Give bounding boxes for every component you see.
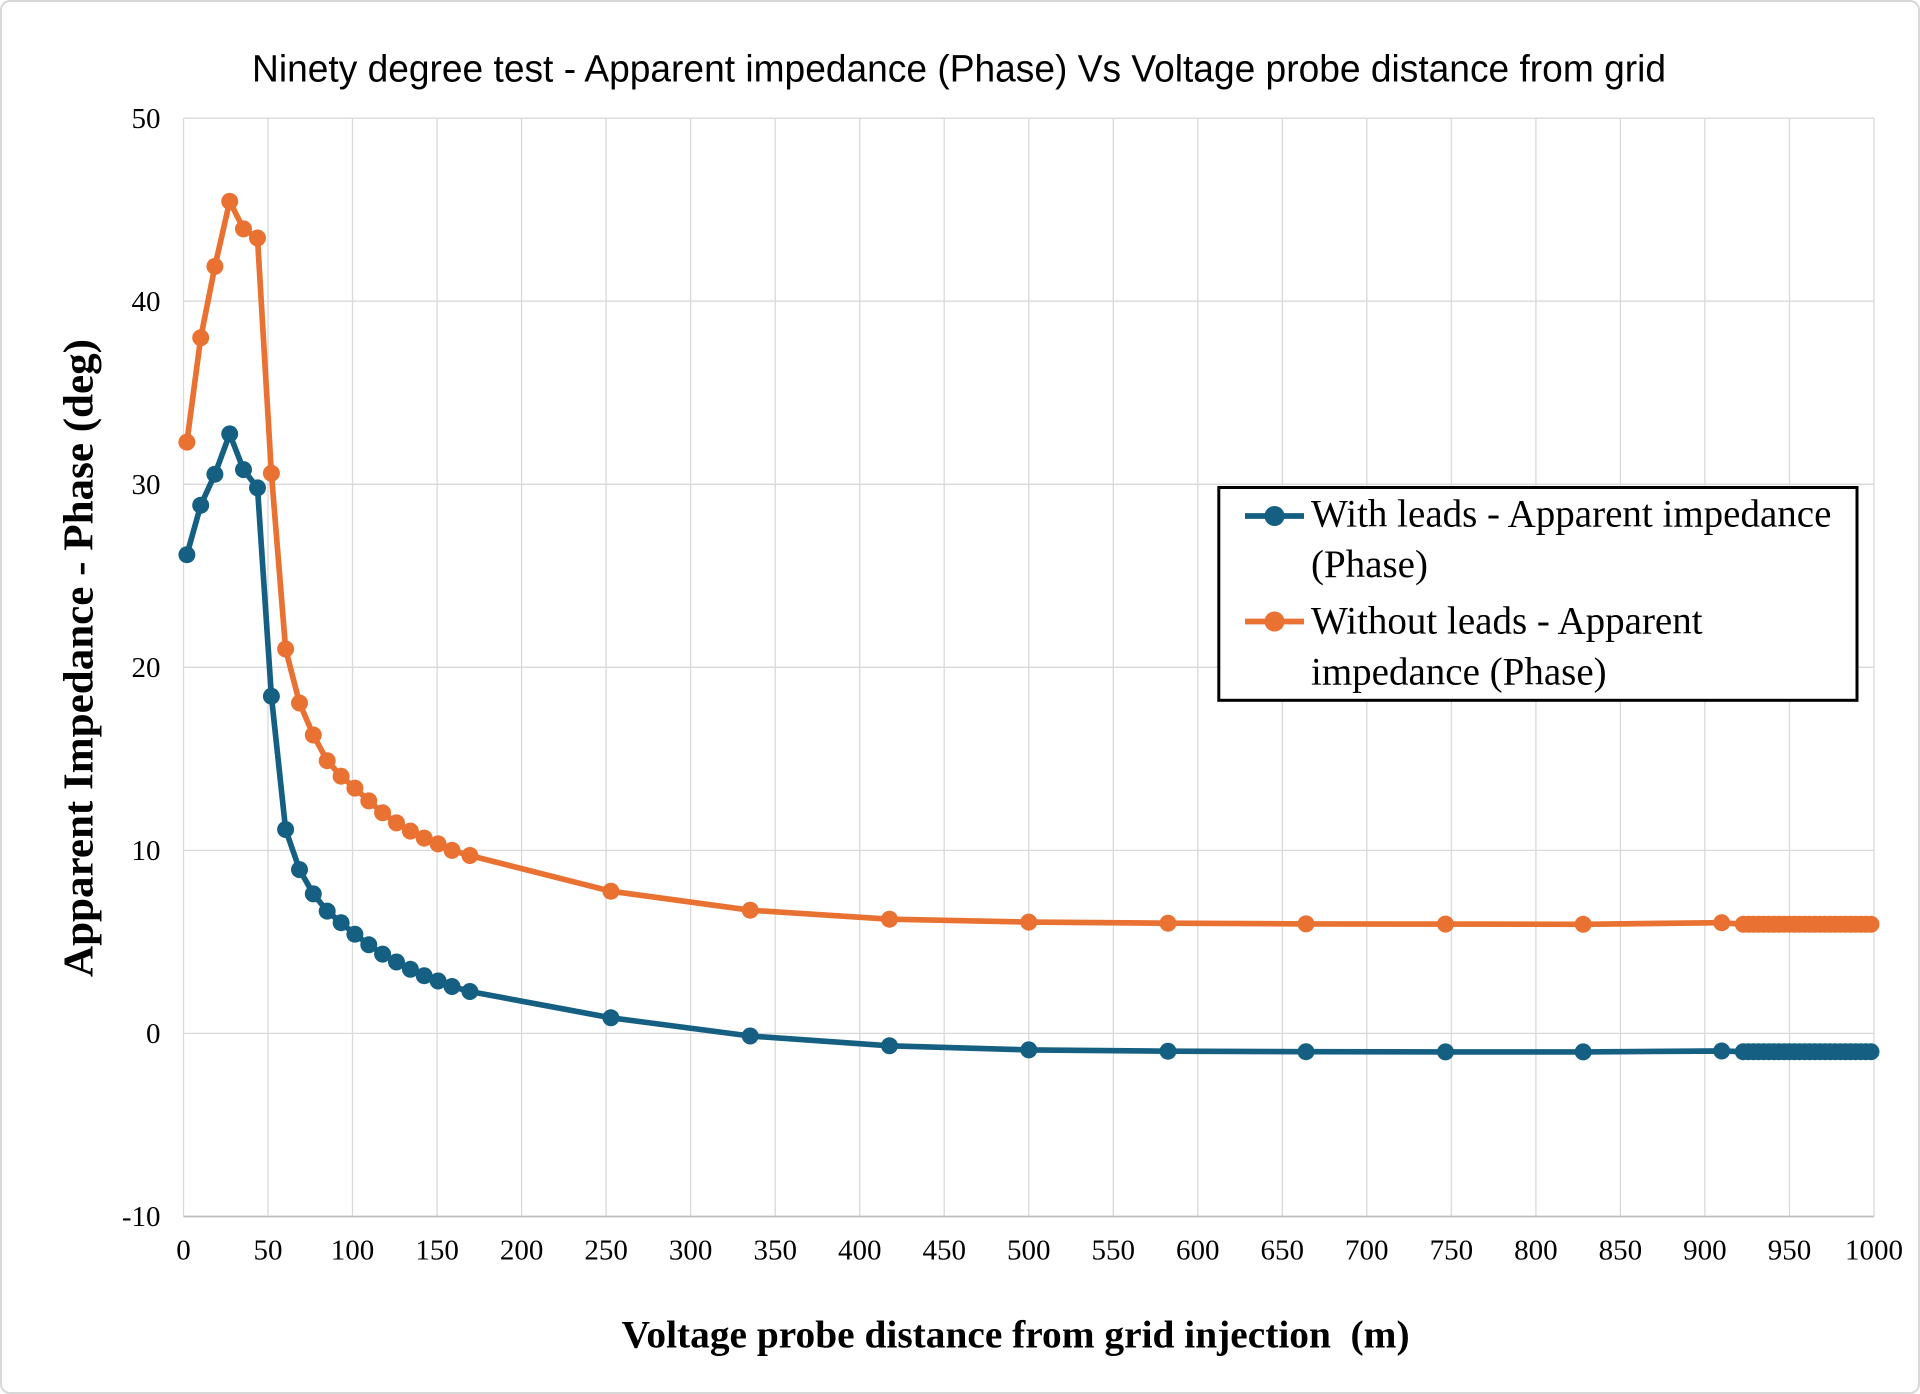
svg-text:-10: -10 — [122, 1201, 161, 1233]
svg-text:10: 10 — [132, 835, 161, 867]
svg-text:500: 500 — [1007, 1235, 1051, 1267]
svg-text:30: 30 — [132, 469, 161, 501]
svg-text:750: 750 — [1430, 1235, 1474, 1267]
svg-text:650: 650 — [1261, 1235, 1305, 1267]
svg-text:50: 50 — [254, 1235, 283, 1267]
svg-text:Without leads - Apparent: Without leads - Apparent — [1311, 600, 1703, 643]
svg-text:(Phase): (Phase) — [1311, 543, 1428, 586]
svg-text:With leads - Apparent impedanc: With leads - Apparent impedance — [1311, 493, 1831, 536]
svg-text:600: 600 — [1176, 1235, 1220, 1267]
svg-text:300: 300 — [669, 1235, 713, 1267]
svg-text:450: 450 — [922, 1235, 966, 1267]
svg-text:Ninety degree test - Apparent: Ninety degree test - Apparent impedance … — [252, 48, 1666, 90]
svg-text:50: 50 — [132, 103, 161, 135]
svg-text:550: 550 — [1092, 1235, 1136, 1267]
svg-text:950: 950 — [1768, 1235, 1812, 1267]
svg-text:900: 900 — [1683, 1235, 1727, 1267]
svg-text:200: 200 — [500, 1235, 544, 1267]
svg-text:700: 700 — [1345, 1235, 1389, 1267]
svg-text:Apparent Impedance - Phase (de: Apparent Impedance - Phase (deg) — [57, 339, 103, 977]
svg-text:350: 350 — [753, 1235, 797, 1267]
svg-text:0: 0 — [176, 1235, 191, 1267]
svg-text:800: 800 — [1514, 1235, 1558, 1267]
svg-text:150: 150 — [415, 1235, 459, 1267]
svg-text:100: 100 — [331, 1235, 375, 1267]
svg-text:Voltage probe distance from gr: Voltage probe distance from grid injecti… — [622, 1313, 1410, 1357]
svg-text:250: 250 — [584, 1235, 628, 1267]
svg-text:40: 40 — [132, 286, 161, 318]
svg-text:1000: 1000 — [1845, 1235, 1903, 1267]
svg-text:400: 400 — [838, 1235, 882, 1267]
svg-text:0: 0 — [146, 1018, 161, 1050]
svg-text:impedance (Phase): impedance (Phase) — [1311, 651, 1607, 694]
svg-text:20: 20 — [132, 652, 161, 684]
svg-text:850: 850 — [1599, 1235, 1643, 1267]
